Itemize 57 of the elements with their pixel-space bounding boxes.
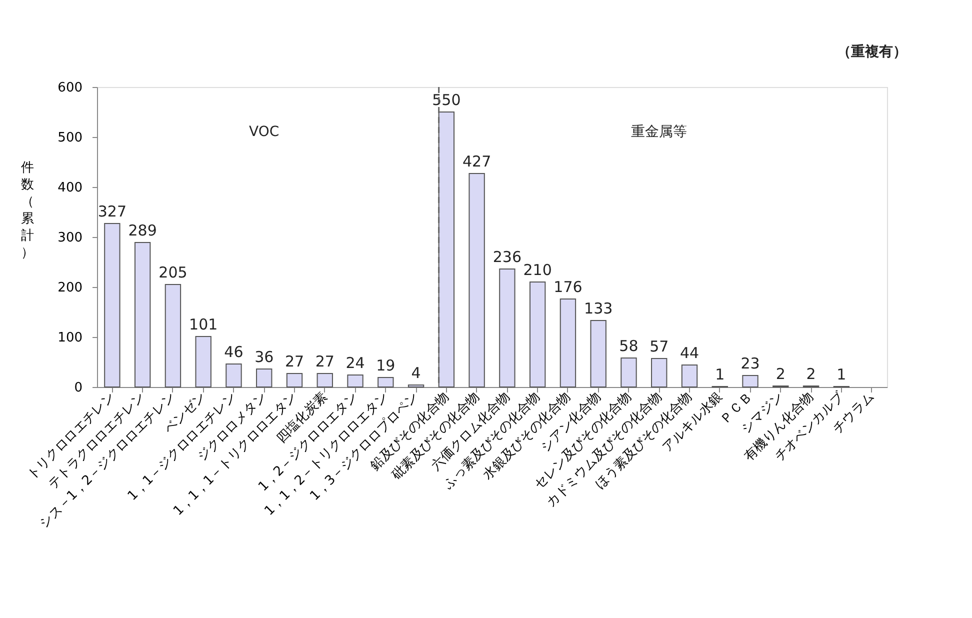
data-label: 23 (740, 354, 760, 372)
y-tick-label: 300 (58, 230, 82, 246)
data-label: 1 (836, 366, 846, 384)
data-label: 19 (376, 356, 396, 374)
data-label: 2 (776, 365, 786, 383)
bar (438, 112, 455, 388)
annotation: VOC (249, 124, 280, 140)
data-label: 2 (806, 365, 816, 383)
bar (104, 223, 120, 388)
bar (499, 268, 516, 388)
bar (590, 320, 606, 388)
y-tick-label: 0 (74, 380, 82, 396)
bar (347, 374, 364, 388)
annotation: 重金属等 (631, 124, 688, 140)
data-label: 289 (128, 222, 157, 240)
bar (195, 336, 212, 388)
bar (560, 298, 576, 388)
y-tick-label: 600 (58, 80, 82, 96)
data-label: 36 (254, 348, 274, 366)
bar (316, 373, 333, 388)
bar (408, 384, 424, 388)
data-label: 205 (158, 264, 188, 282)
data-label: 427 (462, 152, 492, 170)
bar (226, 364, 242, 388)
bar (468, 173, 485, 388)
bar (378, 377, 394, 388)
y-tick-label: 200 (58, 280, 82, 296)
data-label: 27 (284, 352, 304, 370)
bar (620, 358, 637, 388)
bar (256, 368, 272, 388)
data-label: 550 (432, 91, 461, 109)
data-label: 46 (224, 343, 244, 361)
bar (134, 242, 151, 388)
data-label: 24 (346, 354, 365, 372)
data-label: 58 (619, 337, 638, 355)
data-label: 1 (715, 366, 725, 384)
text: （重複有） (837, 43, 907, 60)
data-label: 327 (98, 202, 127, 220)
data-label: 4 (411, 364, 421, 382)
data-label: 210 (523, 261, 552, 279)
data-label: 176 (554, 278, 582, 296)
y-axis-title: 件数（累計） (21, 160, 34, 260)
bar (529, 282, 546, 388)
data-label: 44 (680, 344, 700, 362)
data-label: 236 (492, 248, 522, 266)
bar (681, 364, 698, 388)
data-label: 27 (315, 352, 334, 370)
data-label: 133 (584, 300, 613, 318)
bar (651, 358, 668, 388)
y-tick-label: 400 (58, 180, 82, 196)
data-label: 101 (189, 316, 218, 334)
data-label: 57 (650, 338, 669, 356)
bar (742, 375, 758, 388)
bar (286, 373, 303, 388)
bar (164, 284, 182, 388)
y-tick-label: 100 (58, 330, 82, 346)
y-tick-label: 500 (58, 130, 82, 146)
